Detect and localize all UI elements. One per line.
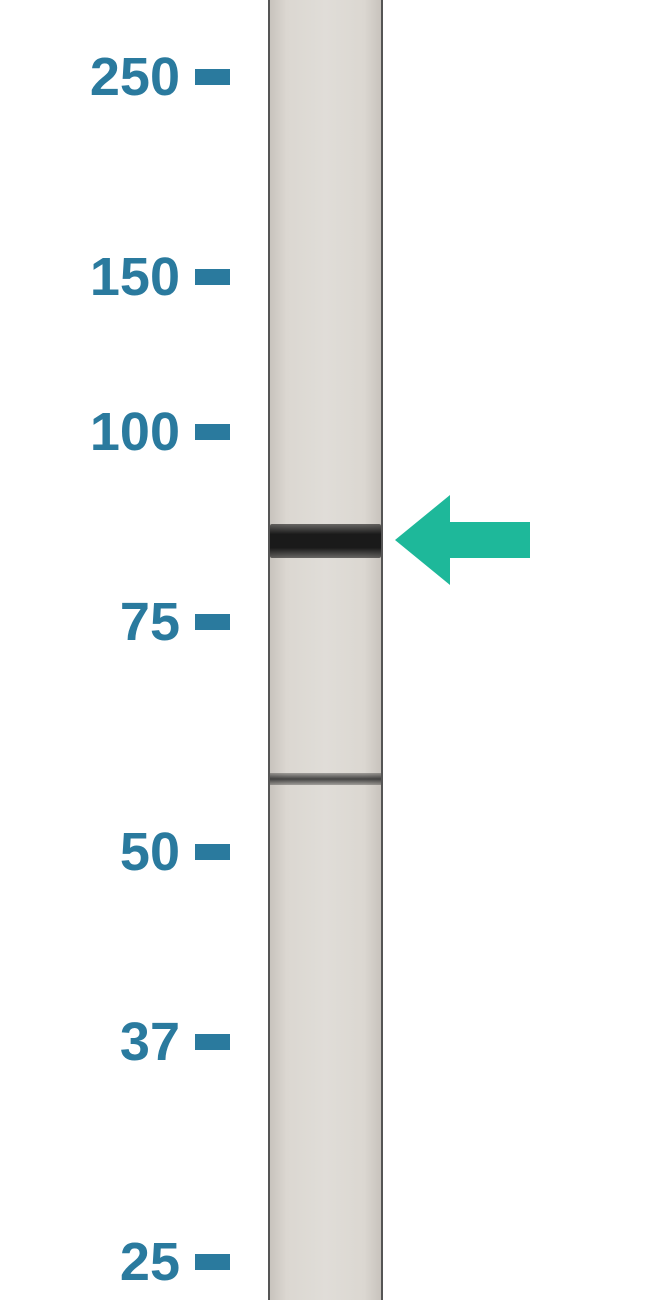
marker-tick-50 [195,844,230,860]
marker-label-100: 100 [30,401,180,463]
marker-tick-150 [195,269,230,285]
arrow-shaft [450,522,530,558]
lane-background [270,0,381,1300]
marker-tick-75 [195,614,230,630]
marker-tick-250 [195,69,230,85]
blot-lane [268,0,383,1300]
marker-label-250: 250 [30,46,180,108]
marker-tick-25 [195,1254,230,1270]
marker-label-37: 37 [30,1011,180,1073]
band-primary [270,524,381,558]
band-secondary [270,773,381,785]
marker-label-50: 50 [30,821,180,883]
western-blot-container: 250 150 100 75 50 37 25 [0,0,650,1300]
target-band-arrow [395,495,530,585]
marker-label-150: 150 [30,246,180,308]
marker-tick-100 [195,424,230,440]
marker-label-75: 75 [30,591,180,653]
marker-label-25: 25 [30,1231,180,1293]
arrow-head-icon [395,495,450,585]
marker-tick-37 [195,1034,230,1050]
